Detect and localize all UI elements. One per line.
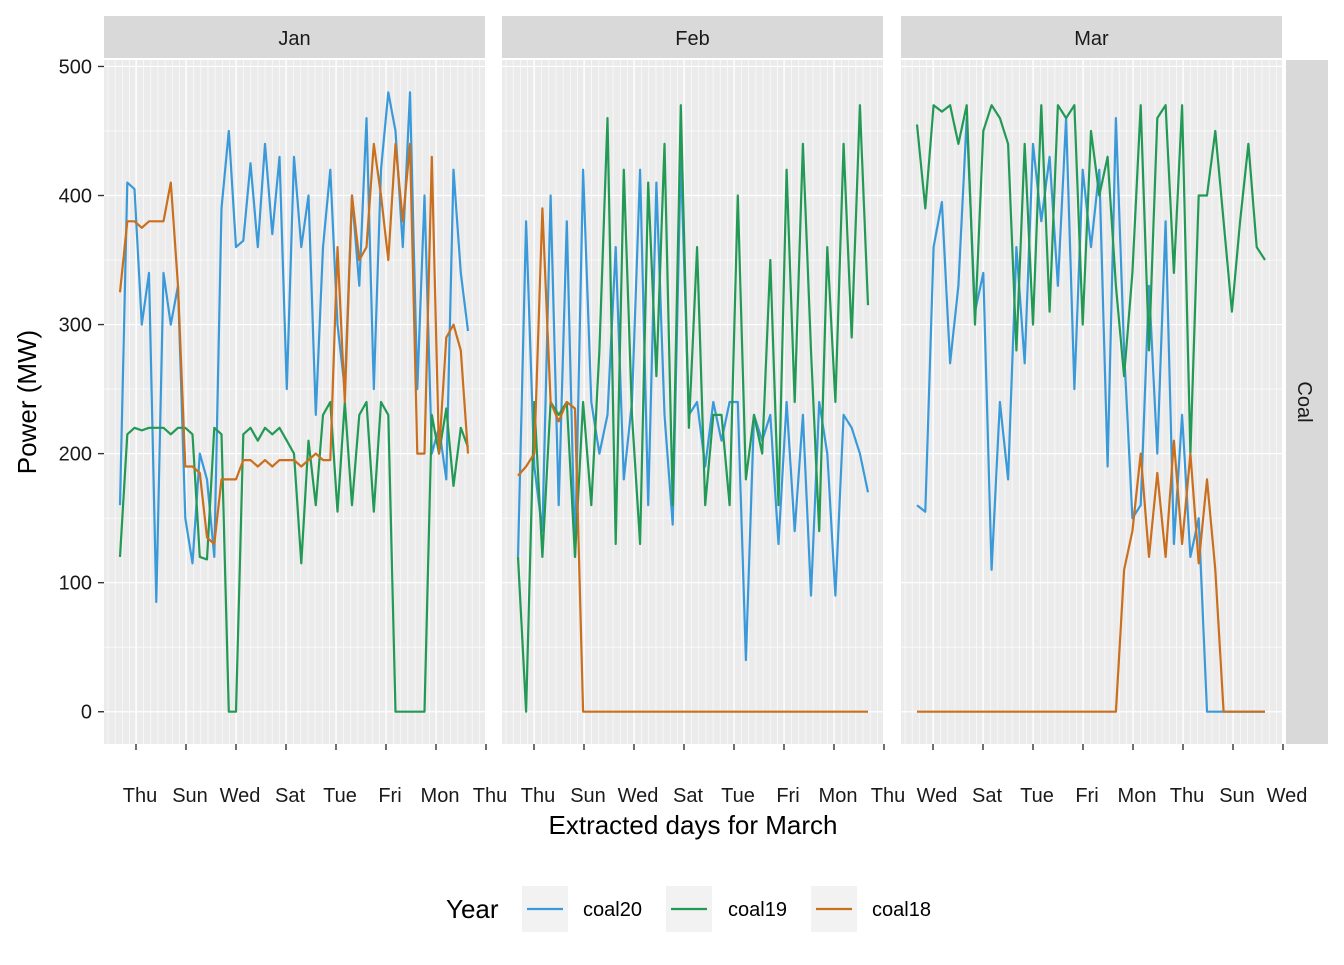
legend-entry-coal18: coal18 [811,886,931,932]
x-tick-label: Wed [917,785,958,807]
x-tick-label: Wed [618,785,659,807]
y-tick-label: 300 [59,315,92,337]
facet-strip [901,16,1282,58]
x-tick-label: Wed [220,785,261,807]
legend-entry-coal20: coal20 [522,886,642,932]
x-tick-label: Sat [275,785,305,807]
panel-background [901,60,1282,744]
x-tick-label: Thu [123,785,157,807]
series-line-coal18 [517,207,868,713]
x-tick-label: Mon [1118,785,1157,807]
series-line-coal18 [118,142,470,546]
x-tick-label: Thu [871,785,905,807]
x-tick-label: Sun [1219,785,1255,807]
series-line-coal19 [516,104,870,713]
x-tick-label: Sat [972,785,1002,807]
x-tick-label: Sun [570,785,606,807]
series-line-coal19 [915,104,1266,455]
x-tick-label: Sun [172,785,208,807]
y-axis: 0 100 200 300 400 500 [59,56,104,724]
facet-strip-label: Mar [1074,28,1109,50]
x-tick-label: Mon [819,785,858,807]
x-tick-label: Fri [378,785,401,807]
x-tick-label: Tue [323,785,357,807]
legend-title: Year [446,894,499,924]
y-tick-label: 400 [59,186,92,208]
x-tick-label: Tue [1020,785,1054,807]
facet-strip [502,16,883,58]
legend-label: coal19 [728,899,787,921]
series-line-coal19 [118,400,470,713]
x-tick-label: Fri [776,785,799,807]
x-axis-title: Extracted days for March [549,810,838,840]
facet-strip [104,16,485,58]
chart-panels: Jan Thu Sun Wed Sat Tue Fri Mon Thu Feb Thu Sun Wed S… [104,16,1307,807]
legend-label: coal20 [583,899,642,921]
y-tick-label: 100 [59,573,92,595]
legend-label: coal18 [872,899,931,921]
x-tick-label: Thu [521,785,555,807]
x-tick-label: Wed [1267,785,1308,807]
panel-mar: Mar Wed Sat Tue Fri Mon Thu Sun Wed [901,16,1307,807]
panel-jan: Jan Thu Sun Wed Sat Tue Fri Mon Thu [104,16,507,807]
x-tick-label: Fri [1075,785,1098,807]
legend-entry-coal19: coal19 [666,886,787,932]
x-tick-label: Sat [673,785,703,807]
y-axis-title: Power (MW) [12,330,42,474]
legend: Year coal20 coal19 coal18 [446,886,931,932]
series-line-coal18 [917,439,1265,713]
x-tick-label: Thu [1170,785,1204,807]
x-tick-label: Tue [721,785,755,807]
y-tick-label: 200 [59,444,92,466]
facet-strip-label: Feb [675,28,709,50]
panel-background [502,60,883,744]
panel-feb: Feb Thu Sun Wed Sat Tue Fri Mon Thu [502,16,905,807]
x-tick-label: Thu [473,785,507,807]
facet-row-strip-bg [1286,60,1328,744]
y-tick-label: 0 [81,702,92,724]
x-tick-label: Mon [421,785,460,807]
facet-row-label: Coal [1293,381,1315,422]
facet-strip-label: Jan [278,28,310,50]
y-tick-label: 500 [59,56,92,78]
facet-row-strip: Coal [1286,60,1328,744]
